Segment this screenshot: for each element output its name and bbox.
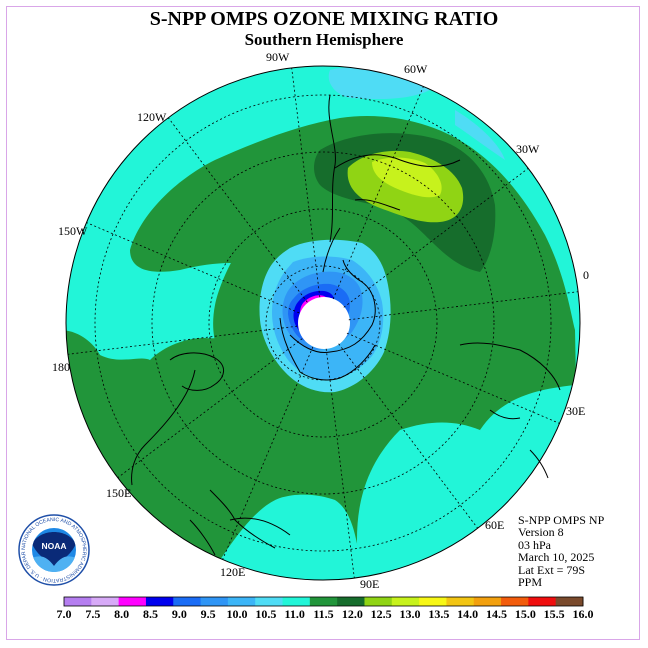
colorbar-outline [63,596,584,607]
colorbar-swatch [446,597,475,606]
colorbar-swatch [173,597,202,606]
field-10-5-top [328,67,430,100]
colorbar-swatch [255,597,284,606]
colorbar-tick-label: 13.0 [399,607,421,621]
colorbar-swatch [118,597,147,606]
colorbar-swatch [419,597,447,606]
lon-label-30w: 30W [516,142,540,156]
colorbar-tick-label: 11.5 [313,607,334,621]
lon-label-60e: 60E [485,518,505,532]
info-level: 03 hPa [518,537,551,552]
colorbar-tick-label: 13.5 [428,607,450,621]
colorbar-swatch [528,597,557,606]
map-outline [65,65,581,581]
colorbar-tick-label: 8.5 [143,607,158,621]
info-units: PPM [518,575,543,590]
colorbar-swatch [473,597,502,606]
colorbar-swatch [309,597,338,606]
map-subtitle: Southern Hemisphere [244,30,404,49]
map-title: S-NPP OMPS OZONE MIXING RATIO [149,8,499,30]
colorbar-tick-label: 14.0 [457,607,479,621]
colorbar-swatch [501,597,529,606]
latitude-circles [94,94,552,552]
lon-label-60w: 60W [404,62,428,76]
lon-label-0: 0 [583,268,589,282]
colorbar-tick-label: 12.5 [370,607,392,621]
lon-label-120w: 120W [137,110,167,124]
colorbar-swatch [91,597,120,606]
colorbar-tick-label: 7.5 [85,607,101,621]
colorbar-tick-label: 15.5 [543,607,565,621]
colorbar-swatch [145,597,174,606]
coastlines [131,94,561,556]
noaa-logo-icon: NATIONAL OCEANIC AND ATMOSPHERIC ADMINIS… [18,514,90,586]
field-10-5-top-right [455,110,505,160]
info-version: Version 8 [518,525,564,540]
colorbar-swatch [337,597,365,606]
lon-label-180: 180 [52,360,70,374]
logo-text: NOAA [41,541,66,551]
colorbar-tick-label: 12.0 [341,607,363,621]
colorbar-tick-label: 15.0 [514,607,536,621]
colorbar-tick-label: 7.0 [56,607,72,621]
info-lat-ext: Lat Ext = 79S [518,562,586,577]
colorbar-swatch [282,597,311,606]
lon-label-150w: 150W [58,224,88,238]
page-frame [6,6,640,640]
lon-label-90e: 90E [360,577,380,591]
lon-label-90w: 90W [266,50,290,64]
info-panel: S-NPP OMPS NP Version 8 03 hPa March 10,… [518,513,605,590]
field-11-0-bottom-left [210,494,360,580]
colorbar-tick-label: 9.0 [171,607,187,621]
colorbar-swatch [64,597,92,606]
lon-label-30e: 30E [566,404,586,418]
colorbar-tick-label: 11.0 [284,607,305,621]
colorbar-swatch [391,597,420,606]
colorbar-swatch [364,597,393,606]
lon-label-120e: 120E [220,565,246,579]
colorbar-tick-label: 10.5 [255,607,277,621]
colorbar-swatch [555,597,584,606]
colorbar-swatch [200,597,229,606]
colorbar-tick-label: 8.0 [114,607,130,621]
info-date: March 10, 2025 [518,550,595,565]
colorbar-tick-label: 14.5 [486,607,507,621]
colorbar-swatch [227,597,256,606]
colorbar-tick-label: 16.0 [572,607,594,621]
polar-hole [298,297,350,349]
colorbar-tick-label: 10.0 [226,607,248,621]
colorbar-swatches [63,596,584,607]
field-13-0 [372,157,442,198]
colorbar-tick-label: 9.5 [200,607,216,621]
lon-label-150e: 150E [106,486,132,500]
info-instrument: S-NPP OMPS NP [518,513,605,527]
